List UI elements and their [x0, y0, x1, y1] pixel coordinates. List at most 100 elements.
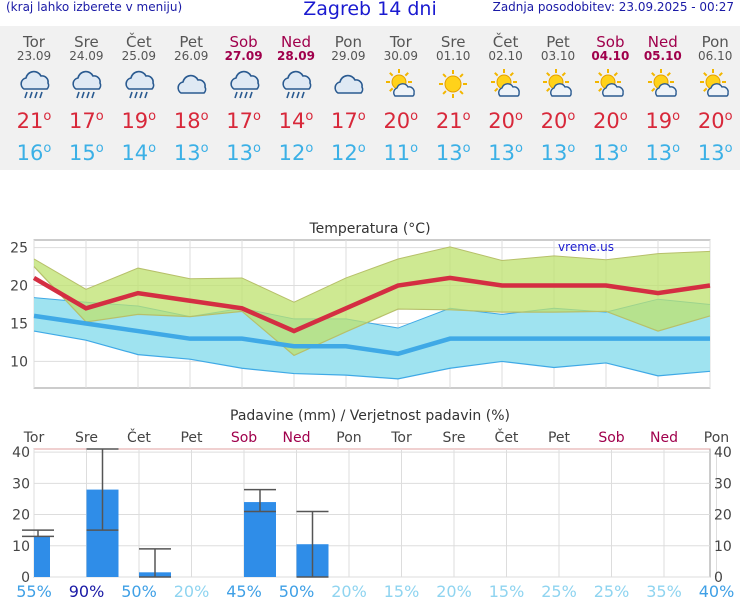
day-column: Sob 04.10 20o 13o — [584, 26, 636, 165]
day-date: 03.10 — [540, 49, 576, 63]
plot-area — [33, 448, 711, 578]
day-column: Ned 28.09 14o 12o — [270, 26, 322, 165]
day-date: 29.09 — [331, 49, 366, 63]
day-column: Pet 03.10 20o 13o — [532, 26, 584, 165]
day-name: Tor — [23, 33, 45, 51]
x-category-label: Čet — [495, 428, 519, 446]
day-column: Ned 05.10 19o 13o — [637, 26, 689, 165]
precipitation-probability: 40% — [699, 582, 735, 600]
precipitation-probability: 25% — [594, 582, 630, 600]
max-temperature: 19o — [121, 109, 157, 133]
max-temperature: 18o — [173, 109, 209, 133]
day-name: Pet — [179, 33, 203, 51]
y-tick-label-left: 40 — [12, 445, 30, 461]
temperature-chart-title: Temperatura (°C) — [308, 221, 430, 237]
max-temperature: 14o — [278, 109, 314, 133]
day-date: 26.09 — [174, 49, 209, 63]
precipitation-probability: 20% — [436, 582, 472, 600]
y-tick-label-right: 40 — [714, 445, 732, 461]
day-name: Pet — [546, 33, 570, 51]
day-column: Pon 29.09 17o 12o — [322, 26, 374, 165]
min-temperature: 14o — [121, 141, 157, 165]
rain-cloud-icon — [229, 70, 259, 99]
day-date: 01.10 — [436, 49, 471, 63]
day-column: Tor 23.09 21o 16o — [8, 26, 60, 165]
rain-cloud-icon — [20, 70, 50, 99]
cloud-icon — [334, 74, 364, 94]
max-temperature: 19o — [645, 109, 681, 133]
day-date: 30.09 — [383, 49, 418, 63]
precipitation-bar — [34, 536, 50, 577]
max-temperature: 20o — [488, 109, 523, 133]
day-name: Sre — [74, 33, 99, 51]
tmin-band-lower-edge — [33, 330, 711, 380]
day-name: Sob — [596, 33, 625, 51]
sun-cloud-icon — [490, 69, 520, 97]
rain-cloud-icon — [282, 70, 312, 99]
day-column: Sob 27.09 17o 13o — [218, 26, 270, 165]
day-date: 24.09 — [69, 49, 104, 63]
precipitation-probability: 15% — [489, 582, 525, 600]
tmax-line — [32, 275, 711, 334]
day-name: Tor — [389, 33, 412, 51]
max-temperature: 17o — [69, 109, 104, 133]
precipitation-probability: 90% — [69, 582, 105, 600]
precipitation-chart-title: Padavine (mm) / Verjetnost padavin (%) — [230, 408, 510, 424]
min-temperature: 13o — [488, 141, 523, 165]
sun-cloud-icon — [647, 69, 677, 97]
precipitation-probability: 50% — [279, 582, 315, 600]
min-temperature: 11o — [383, 141, 419, 165]
x-category-label: Ned — [650, 430, 678, 446]
y-tick-label: 15 — [10, 316, 28, 332]
max-temperature: 20o — [593, 109, 628, 133]
precipitation-probability: 55% — [16, 582, 52, 600]
sun-cloud-icon — [700, 69, 729, 97]
tmax-band-lower-edge — [33, 266, 711, 357]
max-temperature: 17o — [331, 109, 366, 133]
x-category-label: Sob — [231, 430, 257, 446]
max-temperature: 20o — [540, 109, 576, 133]
y-tick-label: 25 — [10, 241, 28, 257]
precipitation-probability: 20% — [174, 582, 210, 600]
x-category-label: Tor — [23, 430, 45, 446]
precipitation-probability: 50% — [121, 582, 157, 600]
y-tick-label-right: 20 — [714, 508, 732, 524]
day-date: 25.09 — [121, 49, 156, 63]
min-temperature: 13o — [697, 141, 733, 165]
min-temperature: 16o — [16, 141, 52, 165]
precipitation-probability: 45% — [226, 582, 262, 600]
last-updated: Zadnja posodobitev: 23.09.2025 - 00:27 — [492, 0, 734, 14]
x-category-label: Tor — [390, 430, 412, 446]
x-category-label: Sob — [598, 430, 624, 446]
sun-cloud-icon — [595, 69, 625, 97]
day-date: 04.10 — [591, 49, 630, 63]
max-temperature: 17o — [226, 109, 261, 133]
y-tick-label-right: 0 — [714, 570, 723, 586]
day-name: Čet — [492, 33, 519, 51]
y-tick-label: 20 — [10, 279, 28, 295]
day-name: Čet — [126, 33, 152, 51]
x-category-label: Pon — [704, 430, 729, 446]
header-menu-hint[interactable]: (kraj lahko izberete v meniju) — [6, 0, 183, 14]
day-column: Sre 24.09 17o 15o — [60, 26, 112, 165]
day-date: 05.10 — [643, 49, 682, 63]
x-category-label: Pet — [548, 430, 571, 446]
precipitation-chart: Padavine (mm) / Verjetnost padavin (%) To… — [12, 408, 735, 600]
x-category-label: Sre — [443, 430, 466, 446]
min-temperature: 12o — [278, 141, 314, 165]
min-temperature: 15o — [69, 141, 104, 165]
sun-cloud-icon — [543, 69, 572, 97]
day-date: 23.09 — [16, 49, 52, 63]
tmin-band — [34, 297, 710, 379]
day-column: Pon 06.10 20o 13o — [689, 26, 740, 165]
x-category-label: Ned — [283, 430, 311, 446]
min-temperature: 13o — [645, 141, 681, 165]
max-temperature: 21o — [16, 109, 52, 133]
day-column: Sre 01.10 21o 13o — [427, 26, 479, 165]
precipitation-probability: 15% — [384, 582, 420, 600]
x-category-label: Pon — [336, 430, 361, 446]
day-column: Čet 25.09 19o 14o — [113, 26, 165, 165]
temperature-chart: Temperatura (°C) 10 15 20 25 vreme.us — [10, 221, 711, 389]
day-date: 06.10 — [698, 49, 733, 63]
precipitation-bar — [244, 502, 276, 577]
